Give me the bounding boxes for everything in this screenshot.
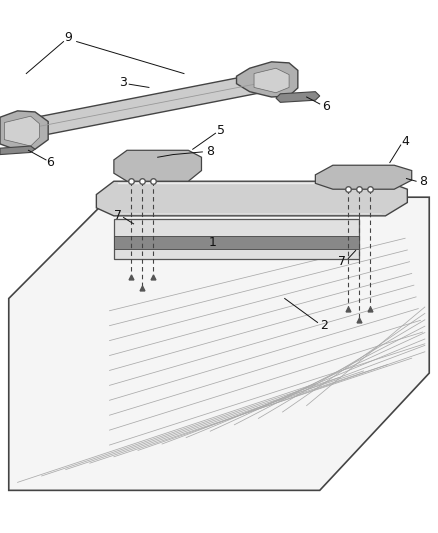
Polygon shape bbox=[114, 219, 359, 259]
Text: 8: 8 bbox=[419, 175, 427, 188]
Polygon shape bbox=[0, 146, 35, 155]
Polygon shape bbox=[114, 236, 359, 249]
Polygon shape bbox=[4, 116, 39, 146]
Polygon shape bbox=[276, 92, 320, 102]
Text: 9: 9 bbox=[64, 31, 72, 44]
Text: 3: 3 bbox=[119, 76, 127, 89]
Text: 8: 8 bbox=[206, 146, 214, 158]
Text: 7: 7 bbox=[338, 255, 346, 268]
Text: 5: 5 bbox=[217, 124, 225, 137]
Text: 1: 1 bbox=[208, 236, 216, 249]
Polygon shape bbox=[315, 165, 412, 189]
Polygon shape bbox=[114, 150, 201, 181]
Text: 6: 6 bbox=[322, 100, 330, 113]
Polygon shape bbox=[9, 197, 429, 490]
Text: 2: 2 bbox=[320, 319, 328, 332]
Polygon shape bbox=[237, 62, 298, 97]
Polygon shape bbox=[0, 111, 48, 150]
Text: 6: 6 bbox=[46, 156, 54, 169]
Polygon shape bbox=[96, 181, 407, 216]
Polygon shape bbox=[16, 73, 264, 140]
Polygon shape bbox=[254, 68, 289, 93]
Text: 7: 7 bbox=[114, 209, 122, 222]
Text: 4: 4 bbox=[401, 135, 409, 148]
